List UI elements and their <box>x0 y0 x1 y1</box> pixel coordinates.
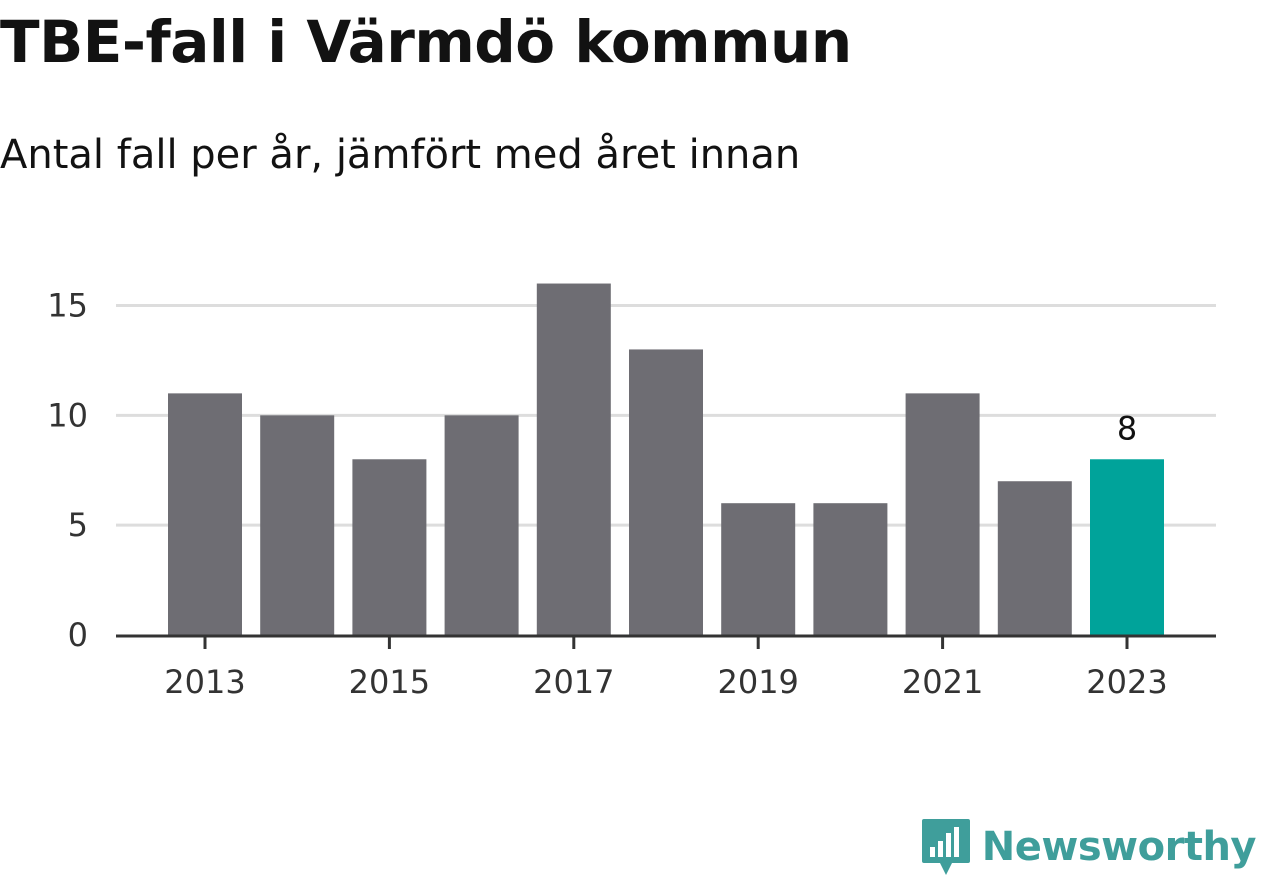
chart-title: TBE-fall i Värmdö kommun <box>0 8 852 76</box>
bar-2018 <box>629 349 703 635</box>
y-axis: 0 5 10 15 <box>47 287 88 655</box>
y-tick-label: 15 <box>47 287 88 325</box>
bar-2023 <box>1090 459 1164 635</box>
brand-name: Newsworthy <box>981 824 1257 870</box>
data-label-2023: 8 <box>1117 409 1137 447</box>
x-tick-label: 2013 <box>164 663 245 701</box>
y-tick-label: 5 <box>68 506 88 544</box>
bar-2019 <box>721 503 796 635</box>
x-axis: 2013 2015 2017 2019 2021 2023 <box>116 634 1216 701</box>
y-tick-label: 0 <box>68 616 88 654</box>
x-tick-label: 2019 <box>717 663 798 701</box>
bar-2013 <box>168 393 242 635</box>
x-tick-label: 2021 <box>902 663 983 701</box>
x-tick-label: 2023 <box>1086 663 1167 701</box>
bar-2016 <box>444 415 519 635</box>
bar-2020 <box>813 503 888 635</box>
chart-subtitle: Antal fall per år, jämfört med året inna… <box>0 132 801 178</box>
bar-chart: 0 5 10 15 8 2013 2015 2017 2019 2021 2023 <box>47 283 1216 701</box>
x-tick-label: 2017 <box>533 663 614 701</box>
newsworthy-logo-icon <box>921 819 970 875</box>
bar-2022 <box>997 481 1072 635</box>
bar-2015 <box>352 459 427 635</box>
bars <box>168 283 1164 635</box>
y-tick-label: 10 <box>47 396 88 434</box>
data-labels: 8 <box>1117 409 1137 447</box>
x-tick-label: 2015 <box>349 663 430 701</box>
bar-2021 <box>905 393 980 635</box>
bar-2014 <box>260 415 335 635</box>
brand: Newsworthy <box>920 815 1257 879</box>
bar-2017 <box>536 283 611 635</box>
